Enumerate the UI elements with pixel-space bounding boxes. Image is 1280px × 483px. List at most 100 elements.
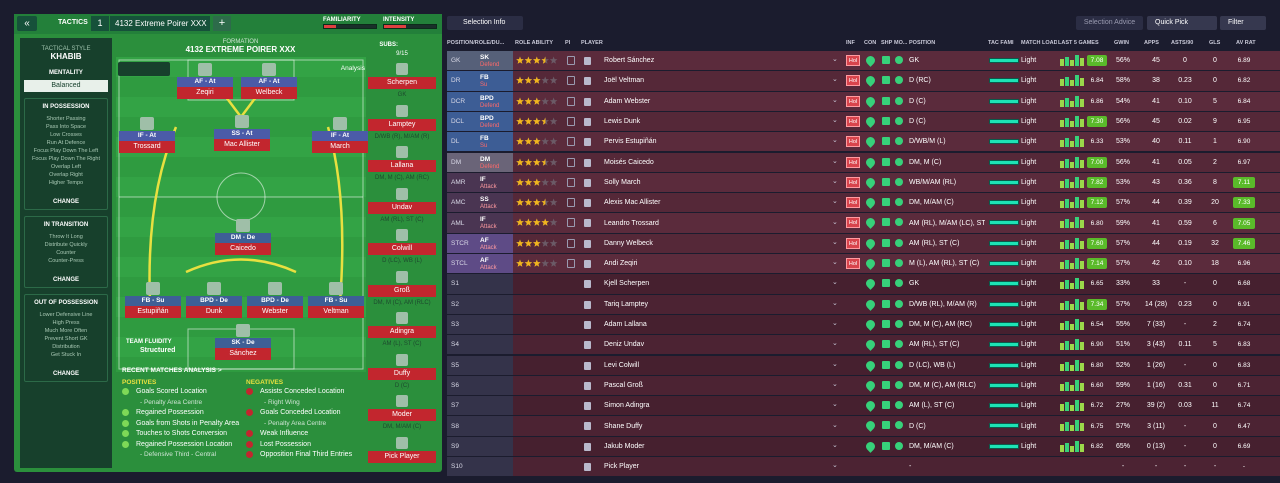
sub-name[interactable]: Pick Player [368, 450, 436, 463]
add-button[interactable]: + [213, 16, 231, 31]
column-header[interactable]: ASTS/90 [1171, 40, 1194, 46]
role[interactable]: BPD [480, 114, 494, 122]
sub-name[interactable]: Undav [368, 201, 436, 214]
player-select[interactable]: ⌄ [832, 137, 838, 145]
player-name[interactable]: Caicedo [215, 243, 271, 255]
player-name[interactable]: Welbeck [241, 87, 297, 99]
sub-name[interactable]: Colwill [368, 243, 436, 255]
sub-name[interactable]: Moder [368, 409, 436, 421]
column-header[interactable]: AV RAT [1236, 40, 1256, 46]
view-buttons[interactable] [118, 62, 170, 76]
column-header[interactable]: GLS [1209, 40, 1221, 46]
player-name[interactable]: Mac Allister [214, 139, 270, 151]
player-select[interactable]: ⌄ [832, 441, 838, 449]
slot[interactable]: 1 [91, 16, 109, 31]
duty[interactable]: Defend [480, 102, 500, 109]
player-name[interactable]: Tariq Lamptey [604, 300, 648, 308]
column-header[interactable]: APPS [1144, 40, 1159, 46]
filter[interactable]: Filter [1220, 16, 1266, 30]
column-header[interactable]: INF [846, 40, 855, 46]
sub-name[interactable]: Scherpen [368, 77, 436, 89]
inf-badge[interactable]: Hol [846, 115, 860, 127]
role[interactable]: FB [480, 74, 489, 82]
inf-badge[interactable]: Hol [846, 55, 860, 66]
duty[interactable]: Defend [480, 163, 500, 170]
player-name[interactable]: Moisés Caicedo [604, 158, 654, 166]
player-name[interactable]: Alexis Mac Allister [604, 199, 661, 207]
tactic-select[interactable]: 4132 Extreme Poirer XXX [110, 16, 210, 31]
column-header[interactable]: TAC FAMI [988, 40, 1014, 46]
analysis-title[interactable]: RECENT MATCHES ANALYSIS > [122, 367, 222, 374]
tactical-style[interactable]: KHABIB [50, 52, 82, 61]
player-role[interactable]: BPD - De [186, 296, 242, 306]
player-select[interactable]: ⌄ [832, 340, 838, 348]
player-name[interactable]: Joël Veltman [604, 77, 645, 85]
player-role[interactable]: AF - At [177, 77, 233, 87]
player-name[interactable]: Andi Zeqiri [604, 260, 638, 268]
player-name[interactable]: Kjell Scherpen [604, 280, 650, 288]
role[interactable]: FB [480, 135, 489, 143]
player-role[interactable]: FB - Su [308, 296, 364, 306]
duty[interactable]: Attack [480, 183, 497, 190]
role[interactable]: DM [480, 155, 491, 163]
inf-badge[interactable]: Hol [846, 176, 860, 188]
player-name[interactable]: Pervis Estupiñán [604, 138, 657, 146]
sub-name[interactable]: Lallana [368, 160, 436, 172]
column-header[interactable]: MATCH LOAD [1021, 40, 1057, 46]
change-button[interactable]: CHANGE [52, 277, 79, 283]
player-role[interactable]: SS - At [214, 129, 270, 139]
inf-badge[interactable]: Hol [846, 95, 860, 107]
player-select[interactable]: ⌄ [832, 401, 838, 409]
player-name[interactable]: Robert Sánchez [604, 57, 655, 65]
inf-badge[interactable]: Hol [846, 237, 860, 249]
player-name[interactable]: Pick Player [604, 463, 640, 471]
column-header[interactable]: PI [565, 40, 571, 46]
player-name[interactable]: Lewis Dunk [604, 118, 641, 126]
player-name[interactable]: Levi Colwill [604, 361, 640, 369]
analysis-toggle[interactable]: Analysis [340, 65, 365, 72]
role[interactable]: IF [480, 175, 486, 183]
player-role[interactable]: IF - At [119, 131, 175, 141]
column-header[interactable]: SHP [881, 40, 893, 46]
role[interactable]: IF [480, 216, 486, 224]
player-select[interactable]: ⌄ [832, 96, 838, 104]
duty[interactable]: Su [480, 143, 488, 150]
column-header[interactable]: POSITION [909, 40, 936, 46]
player-name[interactable]: Leandro Trossard [604, 219, 659, 227]
role[interactable]: SS [480, 196, 489, 204]
player-name[interactable]: Danny Welbeck [604, 239, 653, 247]
column-header[interactable]: MO... [894, 40, 908, 46]
formation-name[interactable]: 4132 EXTREME POIRER XXX [185, 45, 296, 54]
player-name[interactable]: Webster [247, 306, 303, 318]
player-name[interactable]: Sánchez [215, 348, 271, 360]
player-role[interactable]: IF - At [312, 131, 368, 141]
player-name[interactable]: Zeqiri [177, 87, 233, 99]
player-select[interactable]: ⌄ [832, 198, 838, 206]
duty[interactable]: Attack [480, 244, 497, 251]
player-select[interactable]: ⌄ [832, 238, 838, 246]
mentality-select[interactable]: Balanced [24, 80, 108, 92]
player-role[interactable]: SK - De [215, 338, 271, 348]
player-select[interactable]: ⌄ [832, 380, 838, 388]
player-select[interactable]: ⌄ [832, 279, 838, 287]
player-name[interactable]: Simon Adingra [604, 402, 650, 410]
player-select[interactable]: ⌄ [832, 56, 838, 64]
player-name[interactable]: Adam Webster [604, 97, 651, 105]
player-name[interactable]: Solly March [604, 178, 641, 186]
column-header[interactable]: POSITION/ROLE/DU... [447, 40, 505, 46]
player-role[interactable]: FB - Su [125, 296, 181, 306]
player-role[interactable]: AF - At [241, 77, 297, 87]
column-header[interactable]: PLAYER [581, 40, 603, 46]
player-role[interactable]: BPD - De [247, 296, 303, 306]
inf-badge[interactable]: Hol [846, 136, 860, 148]
sub-name[interactable]: Groß [368, 284, 436, 297]
player-select[interactable]: ⌄ [832, 360, 838, 368]
quick-pick[interactable]: Quick Pick [1147, 16, 1217, 30]
sub-name[interactable]: Lamptey [368, 118, 436, 131]
inf-badge[interactable]: Hol [846, 217, 860, 229]
column-header[interactable]: ROLE ABILITY [515, 40, 553, 46]
inf-badge[interactable]: Hol [846, 258, 860, 269]
player-select[interactable]: ⌄ [832, 117, 838, 125]
sub-name[interactable]: Adingra [368, 326, 436, 338]
player-select[interactable]: ⌄ [832, 462, 838, 470]
